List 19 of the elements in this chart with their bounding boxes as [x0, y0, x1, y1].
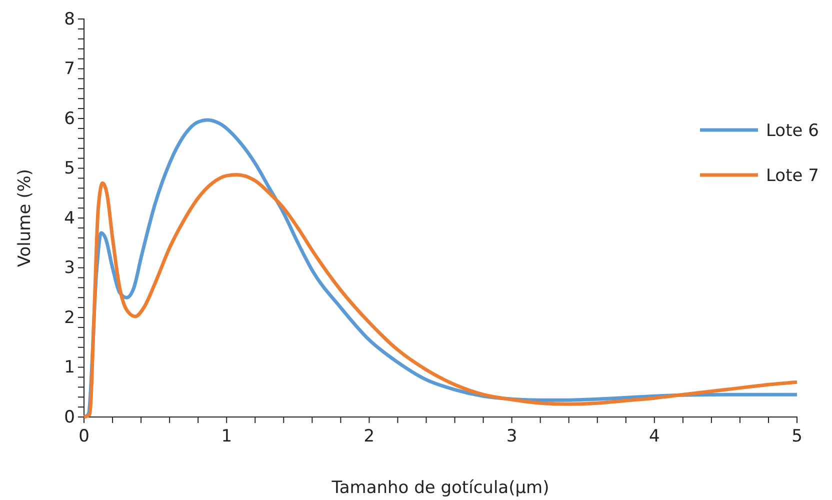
- legend-label: Lote 6: [766, 121, 819, 141]
- x-tick-label: 4: [648, 426, 660, 446]
- y-tick-label: 3: [64, 258, 75, 278]
- x-tick-label: 2: [364, 426, 375, 446]
- y-tick-label: 7: [64, 59, 75, 80]
- y-tick-label: 1: [64, 358, 75, 378]
- x-tick-label: 3: [506, 426, 518, 446]
- y-tick-label: 4: [64, 208, 75, 228]
- x-tick-label: 5: [792, 426, 802, 446]
- y-tick-label: 6: [64, 108, 75, 129]
- y-tick-label: 0: [64, 407, 75, 428]
- y-tick-label: 2: [64, 308, 75, 328]
- y-tick-label: 8: [64, 9, 75, 30]
- legend-label: Lote 7: [766, 166, 819, 186]
- y-axis-title: Volume (%): [15, 168, 35, 268]
- x-axis-title: Tamanho de gotícula(µm): [330, 478, 550, 498]
- x-tick-label: 0: [78, 426, 90, 446]
- y-tick-label: 5: [64, 158, 75, 179]
- x-tick-label: 1: [221, 426, 232, 446]
